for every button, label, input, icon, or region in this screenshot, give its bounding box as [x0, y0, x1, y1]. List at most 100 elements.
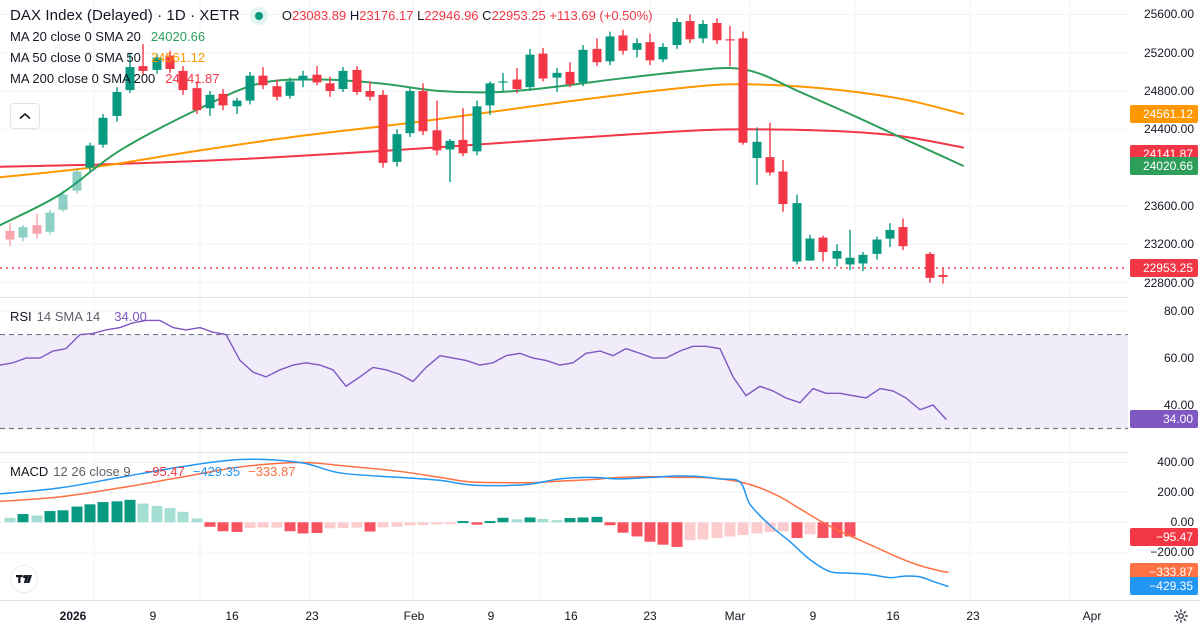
macd-histogram-bar [724, 522, 736, 537]
ma20-legend-row[interactable]: MA 20 close 0 SMA 20 24020.66 [10, 26, 653, 47]
candle [178, 66, 188, 95]
candle [85, 142, 95, 172]
candle [352, 66, 362, 95]
macd-pane[interactable] [0, 452, 1128, 600]
macd-histogram-bar [231, 522, 243, 532]
candle [525, 48, 535, 92]
candle [805, 234, 815, 261]
time-tick-0: 2026 [59, 609, 87, 623]
macd-histogram-bar [57, 510, 69, 523]
macd-histogram-bar [31, 515, 43, 523]
macd-badge-2[interactable]: −429.35 [1130, 577, 1198, 596]
macd-histogram-bar [844, 522, 856, 537]
candle [658, 43, 668, 63]
candle [498, 72, 508, 92]
price-tick-3: 24400.00 [1143, 122, 1194, 137]
candle [778, 159, 788, 212]
macd-label: MACD [10, 464, 49, 479]
candle [378, 90, 388, 168]
pane-stack [0, 0, 1128, 600]
candle [432, 100, 442, 156]
price-tick-6: 22800.00 [1143, 275, 1194, 290]
candle [872, 236, 882, 260]
macd-chart-svg [0, 452, 1128, 600]
macd-histogram-bar [817, 522, 829, 538]
macd-histogram-bar [297, 522, 309, 534]
macd-histogram-bar [71, 506, 83, 523]
macd-tick-1: 200.00 [1157, 485, 1194, 500]
time-tick-6: 16 [564, 609, 578, 623]
macd-histogram-bar [217, 522, 229, 532]
candle [938, 268, 948, 284]
price-badge-0[interactable]: 24561.12 [1130, 104, 1198, 123]
macd-histogram-bar [617, 522, 629, 533]
candle [592, 38, 602, 67]
macd-legend[interactable]: MACD 12 26 close 9 −95.47 −429.35 −333.8… [10, 461, 295, 482]
candle [298, 70, 308, 88]
time-tick-5: 9 [487, 609, 495, 623]
time-tick-11: 23 [966, 609, 980, 623]
macd-histogram-bar [257, 522, 269, 528]
symbol-row[interactable]: DAX Index (Delayed) · 1D · XETR O23083.8… [10, 5, 653, 26]
macd-badge-0[interactable]: −95.47 [1130, 527, 1198, 546]
rsi-badge[interactable]: 34.00 [1130, 410, 1198, 429]
candle [738, 31, 748, 145]
candle [125, 52, 135, 93]
macd-histogram-bar [164, 508, 176, 523]
macd-histogram-bar [631, 522, 643, 537]
macd-histogram-bar [484, 521, 496, 524]
rsi-legend[interactable]: RSI 14 SMA 14 34.00 [10, 306, 147, 327]
chevron-up-icon [19, 113, 31, 119]
candle [218, 89, 228, 111]
ma200-label: MA 200 close 0 SMA 200 [10, 71, 156, 86]
time-tick-12: Apr [1082, 609, 1102, 623]
ma50-label: MA 50 close 0 SMA 50 [10, 50, 141, 65]
macd-histogram-bar [84, 504, 96, 523]
candle [205, 91, 215, 116]
macd-histogram-bar [431, 522, 443, 525]
pane-separator-2[interactable] [0, 452, 1200, 453]
macd-histogram-bar [537, 518, 549, 523]
pane-separator-bottom [0, 600, 1200, 601]
candle [512, 68, 522, 93]
time-tick-7: 23 [643, 609, 657, 623]
macd-histogram-bar [711, 522, 723, 538]
candle [898, 218, 908, 251]
price-badge-2[interactable]: 24020.66 [1130, 156, 1198, 175]
price-axis[interactable]: 25600.00 25200.00 24800.00 24400.00 23600.00… [1128, 0, 1200, 600]
candle [45, 209, 55, 235]
price-change: +113.69 (+0.50%) [549, 8, 653, 23]
candle [325, 76, 335, 97]
candle [98, 114, 108, 148]
ma50-legend-row[interactable]: MA 50 close 0 SMA 50 24561.12 [10, 47, 653, 68]
candle [418, 83, 428, 136]
candle [885, 223, 895, 248]
macd-histogram-bar [457, 521, 469, 524]
candle [685, 14, 695, 44]
candle [792, 194, 802, 265]
macd-histogram-bar [737, 522, 749, 535]
macd-histogram-bar [311, 522, 323, 534]
price-pane[interactable] [0, 0, 1128, 297]
time-tick-9: 9 [809, 609, 817, 623]
pane-separator-1[interactable] [0, 297, 1200, 298]
candle [605, 31, 615, 66]
candle [672, 18, 682, 49]
price-badge-3[interactable]: 22953.25 [1130, 258, 1198, 277]
ma200-legend-row[interactable]: MA 200 close 0 SMA 200 24141.87 [10, 68, 653, 89]
tradingview-logo-button[interactable] [10, 565, 38, 593]
time-axis[interactable]: 2026 9 16 23 Feb 9 16 23 Mar 9 16 23 Apr [0, 601, 1200, 630]
macd-histogram-bar [44, 511, 56, 523]
candle [752, 127, 762, 185]
rsi-tick-0: 80.00 [1163, 304, 1194, 319]
macd-histogram-bar [751, 522, 763, 534]
rsi-pane[interactable] [0, 297, 1128, 452]
macd-badge-1[interactable]: −333.87 [1130, 563, 1198, 582]
collapse-legend-button[interactable] [10, 103, 40, 129]
gear-icon[interactable] [1174, 609, 1188, 623]
rsi-tick-2: 40.00 [1163, 398, 1194, 413]
candle [152, 53, 162, 74]
macd-histogram-bar [124, 499, 136, 523]
macd-histogram-bar [644, 522, 656, 542]
ma20-value: 24020.66 [150, 29, 206, 44]
